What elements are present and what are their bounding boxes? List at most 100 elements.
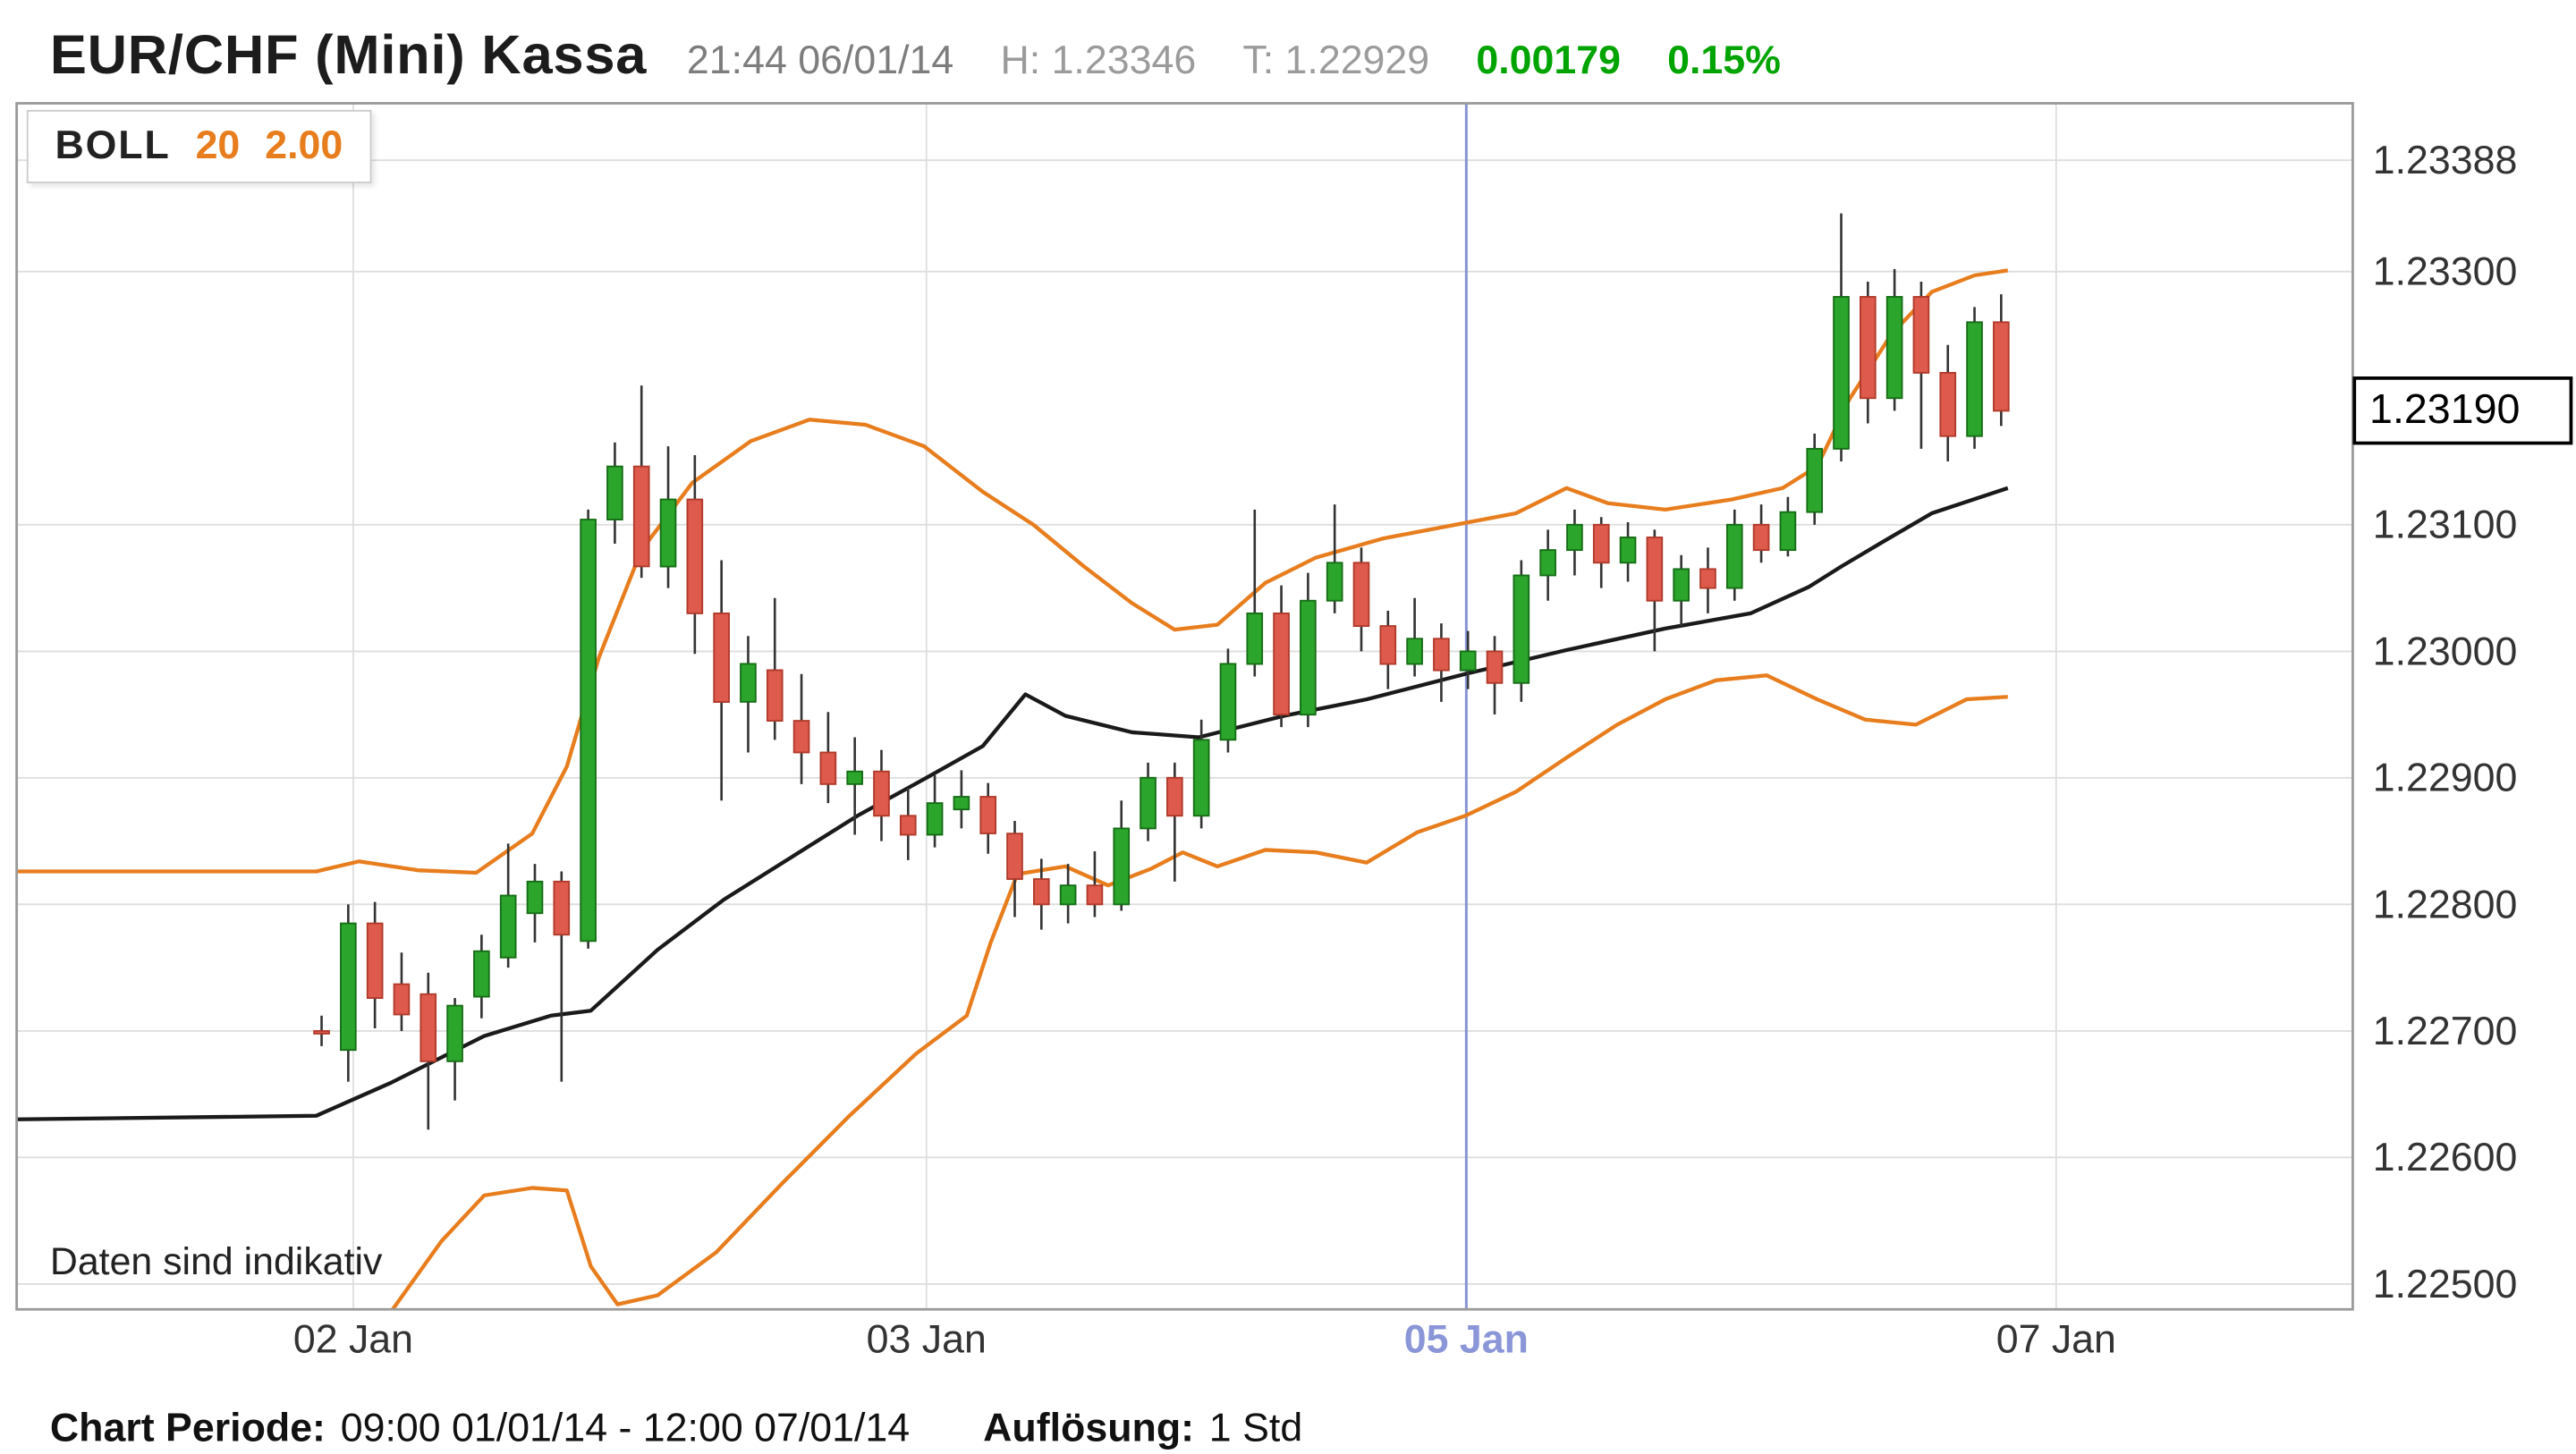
resolution-label: Auflösung:: [983, 1406, 1195, 1451]
candle: [553, 871, 571, 1082]
candle-body: [1779, 511, 1797, 552]
y-axis-label: 1.22900: [2373, 757, 2518, 800]
candle: [606, 442, 623, 545]
candle-body: [1086, 884, 1104, 906]
candle: [1086, 850, 1104, 917]
candle: [366, 901, 384, 1028]
candle: [499, 843, 517, 968]
candle: [846, 737, 863, 835]
x-axis-label: 05 Jan: [1404, 1318, 1529, 1362]
candle-body: [1539, 549, 1556, 577]
resolution-value: 1 Std: [1208, 1406, 1303, 1451]
candle-body: [526, 880, 544, 915]
candle-body: [473, 950, 490, 998]
bollinger-upper-band: [16, 268, 2009, 875]
candle-body: [1006, 833, 1023, 880]
candle-body: [1859, 296, 1877, 400]
y-axis-label: 1.23100: [2373, 503, 2518, 547]
candle-body: [1806, 447, 1824, 513]
candle: [526, 864, 544, 943]
candle: [473, 934, 490, 1019]
period-label: Chart Periode:: [49, 1406, 326, 1451]
y-axis-label: 1.22700: [2373, 1010, 2518, 1053]
candle: [1059, 864, 1077, 924]
candle: [1273, 585, 1290, 728]
candle-body: [1032, 878, 1050, 906]
candle: [1006, 821, 1023, 917]
candle-body: [1326, 562, 1343, 602]
candle-body: [1113, 827, 1131, 906]
candle-body: [1939, 371, 1957, 437]
candle: [1486, 636, 1504, 714]
candle: [340, 904, 357, 1082]
candle: [1939, 344, 1957, 462]
candle-body: [792, 720, 810, 754]
candle-body: [313, 1030, 330, 1035]
candle: [1673, 554, 1690, 627]
y-axis-label: 1.23300: [2373, 250, 2518, 294]
candle-body: [1912, 296, 1930, 374]
candle: [926, 774, 944, 848]
candle-body: [953, 796, 970, 811]
candle: [1352, 547, 1370, 652]
candle-body: [1433, 638, 1450, 672]
indicator-legend[interactable]: BOLL 20 2.00: [26, 109, 371, 183]
bollinger-lower-band: [390, 673, 2008, 1310]
candle-body: [899, 815, 917, 836]
candle-body: [1699, 568, 1716, 589]
candle-body: [393, 983, 411, 1016]
candle: [313, 1015, 330, 1046]
candle-body: [632, 465, 650, 568]
candle: [766, 597, 784, 740]
candle-body: [713, 612, 730, 703]
instrument-title: EUR/CHF (Mini) Kassa: [49, 23, 648, 86]
candle: [819, 712, 837, 804]
y-axis-label: 1.23000: [2373, 630, 2518, 673]
indicator-deviation: 2.00: [265, 123, 343, 169]
chart-footer: Chart Periode: 09:00 01/01/14 - 12:00 07…: [50, 1406, 1302, 1452]
candle: [1513, 560, 1530, 702]
y-axis-label: 1.22800: [2373, 883, 2518, 926]
candle-body: [1406, 638, 1423, 665]
indicator-name: BOLL: [55, 123, 171, 169]
candle: [1566, 509, 1583, 576]
session-high: H: 1.23346: [1000, 38, 1197, 84]
candle-body: [553, 880, 571, 936]
candle-body: [1566, 523, 1583, 552]
candle-body: [1885, 296, 1903, 400]
x-axis: 02 Jan 03 Jan 05 Jan 07 Jan: [293, 1318, 2116, 1362]
candle-body: [1592, 523, 1610, 564]
gridlines: [16, 103, 2353, 1310]
candle: [1725, 509, 1743, 601]
change-absolute: 0.00179: [1476, 38, 1621, 84]
candle-body: [659, 498, 677, 568]
candle: [899, 788, 917, 860]
candle-body: [1379, 625, 1397, 665]
candle: [1192, 719, 1210, 829]
candle: [953, 770, 970, 829]
x-axis-label: 07 Jan: [1996, 1318, 2116, 1362]
candle: [1966, 307, 1983, 449]
candle: [1806, 433, 1824, 525]
candle-body: [1246, 612, 1264, 665]
candle-body: [1486, 650, 1504, 684]
candle: [1859, 282, 1877, 424]
candle: [740, 636, 757, 753]
candle: [1539, 529, 1556, 601]
candle-body: [740, 663, 757, 703]
candle-body: [1300, 599, 1317, 716]
candle-body: [1513, 574, 1530, 684]
y-axis-label: 1.22600: [2373, 1136, 2518, 1179]
candle: [979, 782, 997, 854]
change-percent: 0.15%: [1667, 38, 1781, 84]
candle-body: [1459, 650, 1477, 672]
candle: [659, 446, 677, 588]
candle: [393, 952, 411, 1031]
candle: [1113, 800, 1131, 911]
candle-body: [1646, 537, 1664, 602]
candle-body: [1725, 523, 1743, 589]
candle-body: [1833, 296, 1850, 450]
candle-body: [926, 802, 944, 836]
candle-body: [366, 922, 384, 999]
